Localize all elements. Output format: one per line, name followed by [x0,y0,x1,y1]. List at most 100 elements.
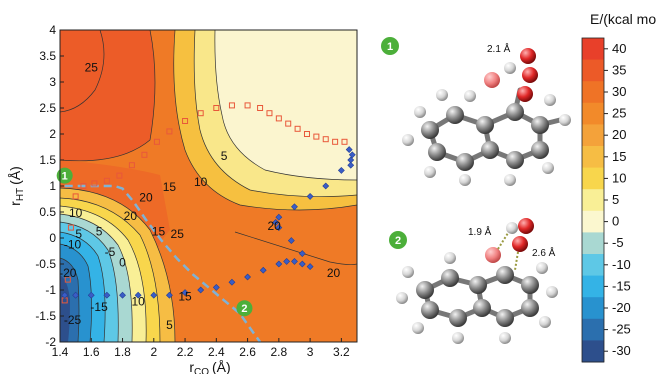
red-path-point [72,193,79,200]
colorbar-cell [582,210,604,233]
contour-label: -25 [64,313,82,327]
blue-path-point [298,260,306,268]
colorbar-cell [582,102,604,125]
blue-path-point [72,291,80,299]
y-tick-label: 4 [49,23,56,37]
colorbar-tick-label: -25 [612,322,631,337]
y-tick-label: 0.5 [39,205,56,219]
y-tick-label: 1.5 [39,153,56,167]
blue-path-point [275,224,283,232]
blue-path-point [348,151,356,159]
y-tick-label: 1 [49,179,56,193]
colorbar-cell [582,38,604,61]
y-tick-label: 2.5 [39,101,56,115]
red-path-point [91,180,98,187]
red-path-point [313,133,320,140]
structure-2-distance-b: 2.6 Å [532,246,556,259]
red-path-point [322,136,329,143]
blue-path-point [259,266,267,274]
contour-label: 15 [178,289,192,303]
red-path-point [228,102,235,109]
contour-label: 0 [119,256,126,270]
y-tick-label: -1 [45,283,56,297]
contour-label: 10 [194,175,208,189]
blue-path-point [228,278,236,286]
surface-region-0 [214,30,357,180]
blue-path-point [212,283,220,291]
colorbar-tick-label: -20 [612,300,631,315]
y-axis-label: rHT(Å) [7,166,26,206]
colorbar-cell [582,254,604,277]
blue-path-point [165,291,173,299]
red-path-point [64,276,71,283]
colorbar-cell [582,81,604,104]
blue-path-point [150,291,158,299]
blue-path-point [197,286,205,294]
blue-path-point [61,291,69,299]
colorbar-tick-label: 40 [612,41,626,56]
contour-label: 20 [327,266,341,280]
blue-path-point [272,218,280,226]
colorbar-tick-label: -30 [612,343,631,358]
blue-path-point [103,291,111,299]
basin-m25 [60,275,70,342]
contour-label: -10 [64,237,82,251]
colorbar-tick-label: 25 [612,106,626,121]
structure-marker-label: 1 [62,171,68,183]
colorbar-tick-label: -10 [612,257,631,272]
colorbar-tick-label: 5 [612,192,619,207]
contour-label: -5 [105,245,116,259]
x-tick-label: 2.4 [208,345,225,359]
molecule-2-atoms [396,218,558,344]
red-path-point [166,128,173,135]
red-path-point [67,224,74,231]
ts-dashed-line [64,184,262,343]
x-tick-label: 2.6 [239,345,256,359]
contour-label: 15 [163,180,177,194]
colorbar-tick-label: 0 [612,214,619,229]
x-axis-ticks: 1.4 1.6 1.8 2 2.2 2.4 2.6 2.8 3 3.2 [52,338,350,359]
red-path-point [294,125,301,132]
structure-1-panel: 1 2.1 Å [381,37,571,186]
colorbar-tick-label: 35 [612,62,626,77]
contour-label: 10 [131,295,145,309]
red-path-point [182,118,189,124]
blue-path-point [134,291,142,299]
contour-label: 15 [152,224,166,238]
blue-path-point [322,182,330,190]
y-tick-label: -1.5 [35,309,56,323]
red-path-point [141,151,148,158]
x-tick-label: 1.6 [83,345,100,359]
red-path-point [116,172,123,179]
colorbar-tick-label: 30 [612,84,626,99]
blue-path-point [275,260,283,268]
colorbar-cell [582,167,604,190]
structure-marker [236,300,253,317]
contour-label: 10 [69,206,83,220]
colorbar-cell [582,318,604,341]
blue-path-point [287,237,295,245]
colorbar-title: E/(kcal mol⁻¹) [590,11,656,27]
red-path-point [285,120,292,127]
red-trajectory [61,102,348,304]
red-path-point [153,138,160,145]
structure-marker [56,167,73,184]
blue-path-point [306,263,314,271]
blue-path-point [347,161,355,169]
blue-path-point [181,289,189,297]
contour-lines [60,30,357,342]
red-path-point [197,110,204,117]
contour-label: 20 [139,191,153,205]
ts-dashed-path [64,184,262,343]
blue-path-point [298,250,306,258]
contour-label: 5 [166,318,173,332]
y-tick-label: 3.5 [39,49,56,63]
x-tick-label: 1.8 [114,345,131,359]
blue-path-point [306,192,314,200]
contour-label: 5 [221,149,228,163]
contour-label: 5 [75,227,82,241]
x-tick-label: 3 [307,345,314,359]
x-tick-label: 1.4 [52,345,69,359]
x-tick-label: 3.2 [333,345,350,359]
